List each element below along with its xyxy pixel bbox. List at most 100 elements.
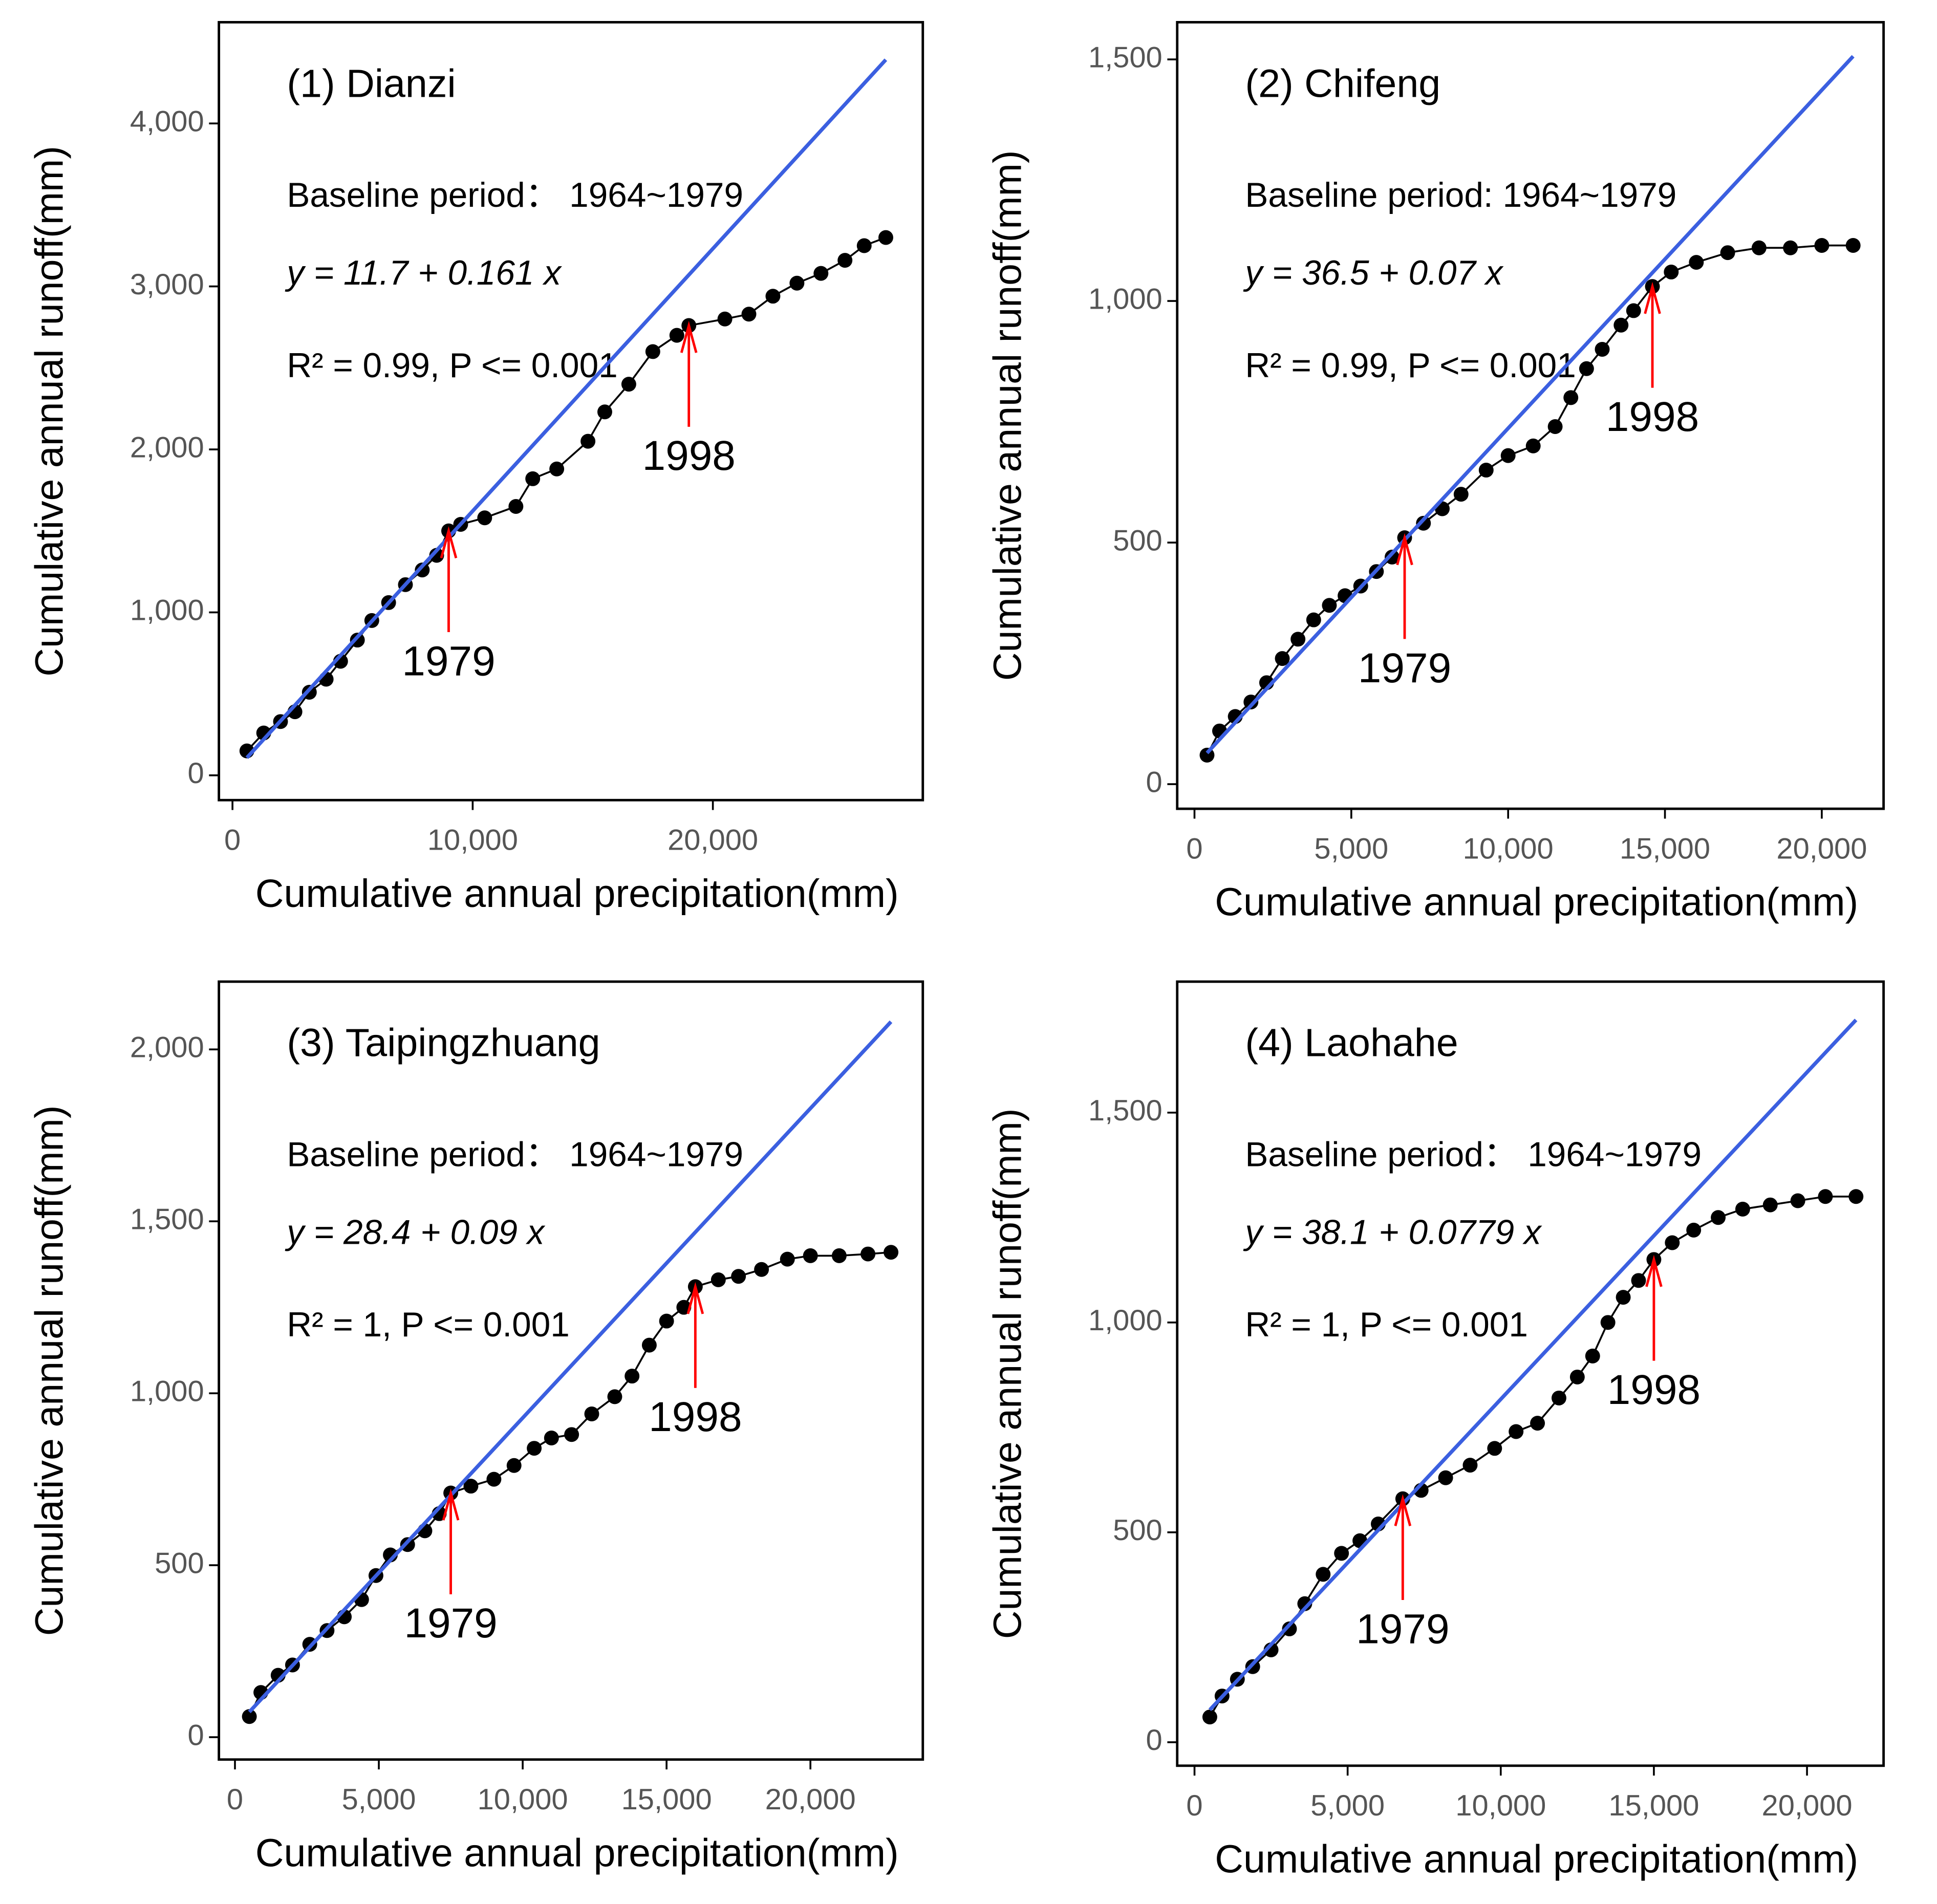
data-point: [884, 1245, 899, 1260]
plot-frame: [218, 21, 924, 802]
data-point: [1751, 240, 1767, 255]
data-point: [1509, 1424, 1524, 1439]
data-point: [1665, 1235, 1680, 1250]
y-tick-label: 1,000: [1088, 1304, 1163, 1337]
y-tick-label: 500: [1113, 1514, 1163, 1547]
data-point: [1595, 341, 1610, 357]
data-point: [463, 1479, 479, 1494]
data-point: [731, 1269, 746, 1284]
data-point: [1316, 1567, 1331, 1582]
plot-frame: [218, 980, 924, 1761]
x-tick-label: 5,000: [1314, 832, 1388, 865]
data-point: [1616, 1290, 1631, 1305]
panel: 0 5,000 10,000 15,000 20,000 0 500 1,000 1,500 Cu…: [985, 980, 1885, 1881]
data-point: [1845, 238, 1861, 253]
data-point: [1282, 1621, 1297, 1636]
data-point: [1686, 1222, 1702, 1238]
data-point: [813, 266, 829, 281]
data-point: [1664, 264, 1679, 279]
data-point: [1478, 462, 1494, 478]
y-tick-label: 1,500: [130, 1203, 204, 1236]
x-axis-label: Cumulative annual precipitation(mm): [1215, 1837, 1858, 1881]
data-point: [580, 434, 596, 449]
data-point: [1243, 695, 1259, 710]
data-point: [1626, 303, 1641, 318]
annotation-arrow: [1394, 1494, 1412, 1600]
data-point: [544, 1431, 559, 1445]
data-point: [780, 1251, 795, 1267]
data-point: [765, 289, 781, 304]
data-point: [1551, 1390, 1566, 1405]
annotation-label: 1979: [404, 1600, 497, 1647]
data-point: [645, 344, 660, 359]
data-line: [1206, 244, 1854, 756]
data-point: [527, 1441, 542, 1456]
data-point: [477, 510, 492, 526]
data-point: [1600, 1315, 1616, 1330]
data-point: [1525, 438, 1541, 453]
y-tick-label: 0: [1146, 766, 1163, 798]
data-point: [506, 1458, 522, 1473]
y-axis-label: Cumulative annual runoff(mm): [985, 150, 1029, 681]
y-axis-label: Cumulative annual runoff(mm): [985, 1108, 1029, 1639]
data-point: [429, 548, 444, 563]
data-point: [1385, 549, 1400, 565]
data-point: [754, 1262, 769, 1277]
annotation-arrow: [442, 1488, 460, 1594]
data-point: [508, 499, 524, 514]
x-tick-label: 20,000: [1776, 832, 1867, 865]
y-axis-label: Cumulative annual runoff(mm): [27, 1105, 71, 1636]
equation-text: y = 36.5 + 0.07 x: [1243, 254, 1503, 292]
data-point: [1487, 1441, 1502, 1456]
data-point: [1202, 1710, 1217, 1725]
baseline-text: Baseline period: 1964~1979: [1245, 176, 1676, 214]
data-point: [564, 1427, 579, 1442]
x-tick-label: 10,000: [1455, 1789, 1546, 1822]
stats-text: R² = 0.99, P <= 0.001: [287, 347, 617, 385]
x-tick-label: 10,000: [478, 1783, 568, 1816]
data-point: [1569, 1369, 1585, 1384]
annotation-arrow: [680, 320, 698, 427]
plot-frame: [1176, 980, 1885, 1767]
y-tick-label: 0: [1146, 1724, 1163, 1757]
data-point: [1762, 1197, 1778, 1213]
y-tick-label: 2,000: [130, 1031, 204, 1064]
baseline-text: Baseline period： 1964~1979: [1245, 1135, 1702, 1174]
y-tick-label: 0: [188, 1719, 204, 1751]
data-point: [1711, 1210, 1726, 1225]
y-tick-label: 500: [155, 1547, 204, 1580]
data-point: [789, 275, 805, 291]
data-point: [1735, 1201, 1750, 1217]
data-point: [597, 404, 612, 420]
panel-title: (2) Chifeng: [1245, 61, 1440, 105]
y-tick-label: 2,000: [130, 431, 204, 464]
panel-title: (3) Taipingzhuang: [287, 1021, 600, 1065]
annotation-arrow: [686, 1282, 704, 1388]
data-point: [1322, 598, 1337, 613]
data-point: [1814, 238, 1830, 253]
annotation-arrow: [1396, 533, 1413, 639]
data-point: [1631, 1273, 1646, 1288]
data-point: [1500, 448, 1516, 463]
x-tick-label: 15,000: [621, 1783, 712, 1816]
data-point: [837, 253, 853, 268]
data-point: [584, 1407, 599, 1421]
panel-title: (4) Laohahe: [1245, 1021, 1458, 1065]
y-tick-label: 1,000: [130, 594, 204, 627]
panel-title: (1) Dianzi: [287, 61, 456, 105]
baseline-text: Baseline period： 1964~1979: [287, 176, 743, 214]
data-point: [741, 307, 757, 322]
data-point: [1585, 1348, 1600, 1364]
y-tick-label: 4,000: [130, 105, 204, 138]
data-point: [1306, 612, 1321, 628]
data-point: [1438, 1470, 1453, 1485]
equation-text: y = 11.7 + 0.161 x: [285, 254, 562, 292]
data-point: [831, 1248, 847, 1263]
y-tick-label: 1,000: [1088, 283, 1163, 315]
data-point: [1530, 1416, 1545, 1431]
annotation-label: 1979: [1358, 645, 1451, 691]
panel: 0 5,000 10,000 15,000 20,000 0 500 1,000 1,500 2,…: [27, 980, 924, 1875]
stats-text: R² = 1, P <= 0.001: [1245, 1306, 1528, 1344]
fit-line: [245, 58, 888, 759]
data-point: [415, 562, 430, 578]
